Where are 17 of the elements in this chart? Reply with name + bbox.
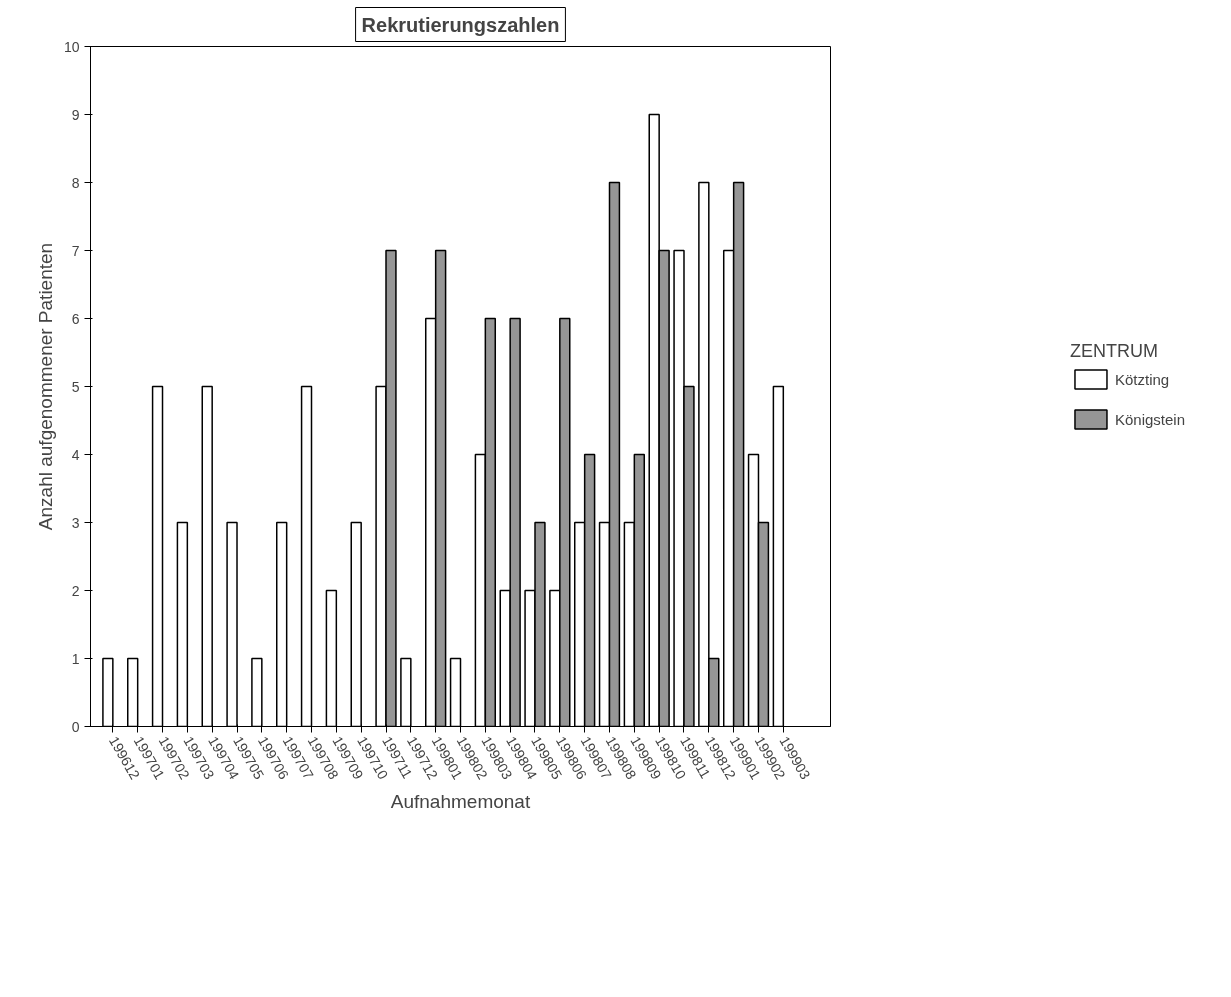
y-tick-label: 1 [71, 650, 80, 667]
y-tick-label: 0 [71, 718, 80, 735]
y-tick-label: 10 [63, 38, 80, 55]
legend-label: Kötzting [1114, 370, 1170, 388]
x-axis-title: Aufnahmemonat [390, 790, 531, 812]
y-tick-label: 4 [71, 446, 80, 463]
y-tick-label: 9 [71, 106, 80, 123]
legend-label: Königstein [1114, 410, 1186, 428]
legend-title: ZENTRUM [1069, 341, 1159, 362]
y-axis-title: Anzahl aufgenommener Patienten [34, 242, 56, 531]
y-tick-label: 8 [71, 174, 80, 191]
y-tick-label: 3 [71, 514, 80, 531]
y-tick-label: 5 [71, 378, 80, 395]
y-tick-label: 7 [71, 242, 80, 259]
y-tick-label: 2 [71, 582, 80, 599]
y-tick-label: 6 [71, 310, 80, 327]
chart-title: Rekrutierungszahlen [361, 13, 560, 36]
